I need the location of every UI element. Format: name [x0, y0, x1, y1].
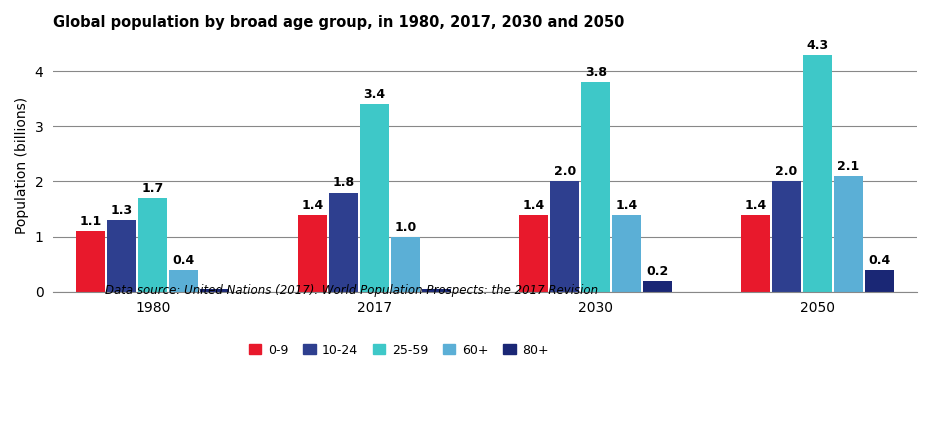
Bar — [802, 55, 831, 292]
Bar — [519, 214, 548, 292]
Y-axis label: Population (billions): Population (billions) — [15, 96, 29, 234]
Bar — [329, 193, 358, 292]
Text: 1.4: 1.4 — [523, 198, 545, 211]
Text: 1.7: 1.7 — [142, 182, 164, 195]
Bar — [107, 220, 136, 292]
Bar — [582, 82, 610, 292]
Text: 2.0: 2.0 — [775, 166, 798, 178]
Text: 1.0: 1.0 — [394, 221, 417, 234]
Bar — [170, 270, 199, 292]
Bar — [551, 182, 579, 292]
Bar — [422, 289, 451, 292]
Text: 1.4: 1.4 — [301, 198, 323, 211]
Text: 1.8: 1.8 — [332, 176, 354, 190]
Bar — [76, 231, 105, 292]
Text: 0.2: 0.2 — [647, 265, 669, 278]
Text: Data source: United Nations (2017). World Population Prospects: the 2017 Revisio: Data source: United Nations (2017). Worl… — [105, 284, 598, 297]
Text: 1.4: 1.4 — [616, 198, 638, 211]
Bar — [391, 237, 419, 292]
Text: 3.8: 3.8 — [584, 66, 607, 79]
Text: Global population by broad age group, in 1980, 2017, 2030 and 2050: Global population by broad age group, in… — [53, 15, 624, 30]
Bar — [298, 214, 327, 292]
Bar — [772, 182, 801, 292]
Legend: 0-9, 10-24, 25-59, 60+, 80+: 0-9, 10-24, 25-59, 60+, 80+ — [244, 339, 554, 361]
Bar — [612, 214, 641, 292]
Text: 0.4: 0.4 — [869, 254, 890, 267]
Bar — [139, 198, 167, 292]
Text: 1.4: 1.4 — [744, 198, 766, 211]
Text: 1.1: 1.1 — [79, 215, 102, 228]
Text: 3.4: 3.4 — [363, 88, 386, 101]
Text: 1.3: 1.3 — [111, 204, 133, 217]
Bar — [360, 104, 389, 292]
Bar — [865, 270, 894, 292]
Text: 4.3: 4.3 — [806, 39, 829, 52]
Bar — [834, 176, 863, 292]
Text: 2.1: 2.1 — [837, 160, 859, 173]
Bar — [741, 214, 770, 292]
Bar — [200, 289, 229, 292]
Text: 2.0: 2.0 — [554, 166, 576, 178]
Bar — [643, 281, 672, 292]
Text: 0.4: 0.4 — [172, 254, 195, 267]
